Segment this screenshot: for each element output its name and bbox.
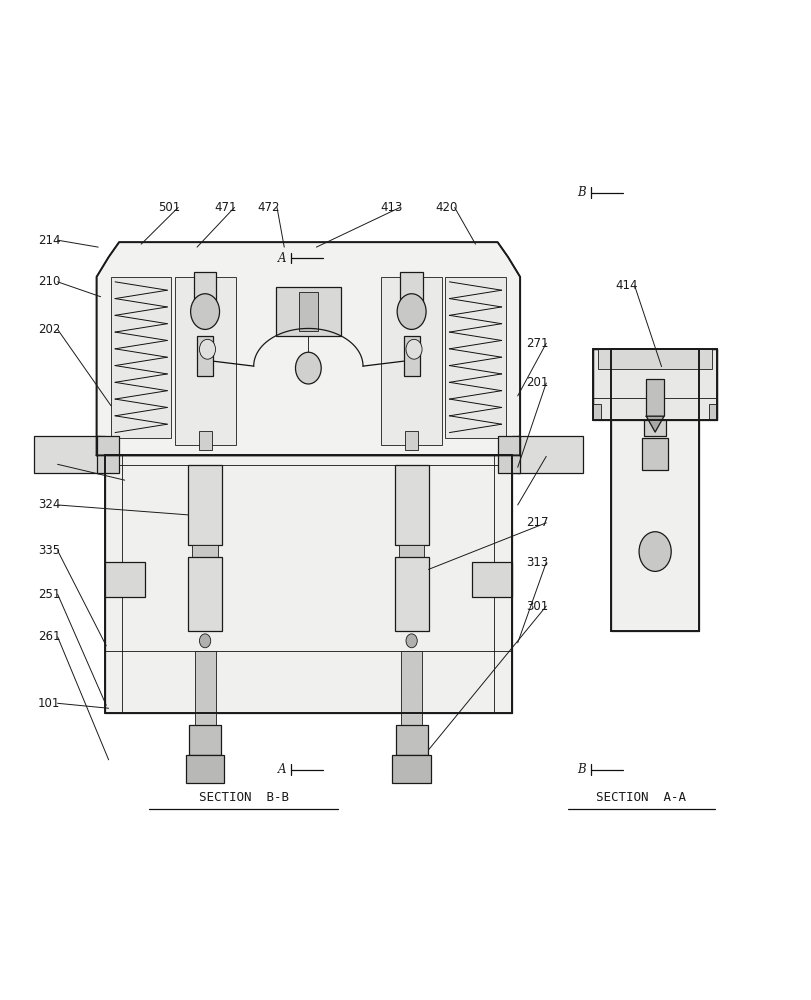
Bar [708, 404, 716, 420]
Bar [610, 349, 698, 631]
Bar [646, 379, 663, 416]
Bar [276, 287, 340, 336]
Bar [174, 277, 235, 445]
Text: 214: 214 [38, 234, 60, 247]
Text: 311: 311 [38, 458, 60, 471]
Polygon shape [646, 416, 663, 432]
Bar [188, 465, 221, 545]
Bar [195, 651, 215, 725]
Text: 210: 210 [38, 275, 60, 288]
Text: A: A [277, 252, 286, 265]
Bar [186, 755, 224, 783]
Text: 313: 313 [526, 556, 548, 569]
Text: 101: 101 [38, 697, 60, 710]
Bar [593, 349, 716, 420]
Text: 324: 324 [38, 498, 60, 511]
Text: 251: 251 [38, 588, 60, 601]
Bar [192, 545, 217, 557]
Bar [398, 545, 424, 557]
Text: SECTION  B-B: SECTION B-B [199, 791, 288, 804]
Text: 301: 301 [526, 600, 548, 613]
Bar [194, 272, 216, 312]
Bar [444, 277, 505, 438]
Bar [36, 143, 758, 817]
Text: 217: 217 [526, 516, 548, 529]
Text: SECTION  A-A: SECTION A-A [596, 791, 685, 804]
Bar [111, 277, 171, 438]
Bar [497, 436, 520, 473]
Bar [188, 557, 221, 631]
Bar [189, 725, 221, 755]
Circle shape [397, 294, 426, 329]
Bar [395, 725, 427, 755]
Text: 202: 202 [38, 323, 60, 336]
Text: 212: 212 [526, 450, 548, 463]
Bar [641, 438, 667, 470]
Bar [444, 277, 505, 438]
Bar [392, 755, 431, 783]
Bar [643, 420, 666, 436]
Text: 420: 420 [435, 201, 457, 214]
Bar [199, 431, 211, 450]
Circle shape [406, 634, 417, 648]
Bar [394, 557, 428, 631]
Text: 271: 271 [526, 337, 548, 350]
Circle shape [200, 634, 210, 648]
Bar [593, 404, 601, 420]
Bar [105, 562, 144, 597]
Bar [593, 349, 716, 420]
Text: 201: 201 [526, 376, 548, 389]
Bar [34, 436, 100, 473]
Bar [598, 349, 711, 369]
Bar [471, 562, 512, 597]
Bar [610, 349, 698, 631]
Bar [400, 272, 423, 312]
Polygon shape [97, 242, 520, 455]
Text: 472: 472 [257, 201, 280, 214]
Bar [380, 277, 442, 445]
Circle shape [638, 532, 671, 571]
Bar [403, 336, 419, 376]
Circle shape [406, 339, 422, 359]
Text: A: A [277, 763, 286, 776]
Circle shape [295, 352, 321, 384]
Text: 471: 471 [214, 201, 237, 214]
Bar [105, 455, 512, 713]
Text: 501: 501 [158, 201, 181, 214]
Bar [517, 436, 582, 473]
Bar [298, 292, 318, 331]
Circle shape [191, 294, 219, 329]
Bar [401, 651, 422, 725]
Circle shape [200, 339, 215, 359]
Bar [97, 436, 119, 473]
Bar [105, 455, 512, 713]
Bar [394, 465, 428, 545]
Text: 413: 413 [380, 201, 402, 214]
Text: 335: 335 [38, 544, 60, 557]
Bar [197, 336, 212, 376]
Bar [405, 431, 418, 450]
Text: B: B [577, 763, 586, 776]
Text: 261: 261 [38, 630, 60, 643]
Text: 414: 414 [614, 279, 637, 292]
Text: B: B [577, 186, 586, 199]
Bar [111, 277, 171, 438]
